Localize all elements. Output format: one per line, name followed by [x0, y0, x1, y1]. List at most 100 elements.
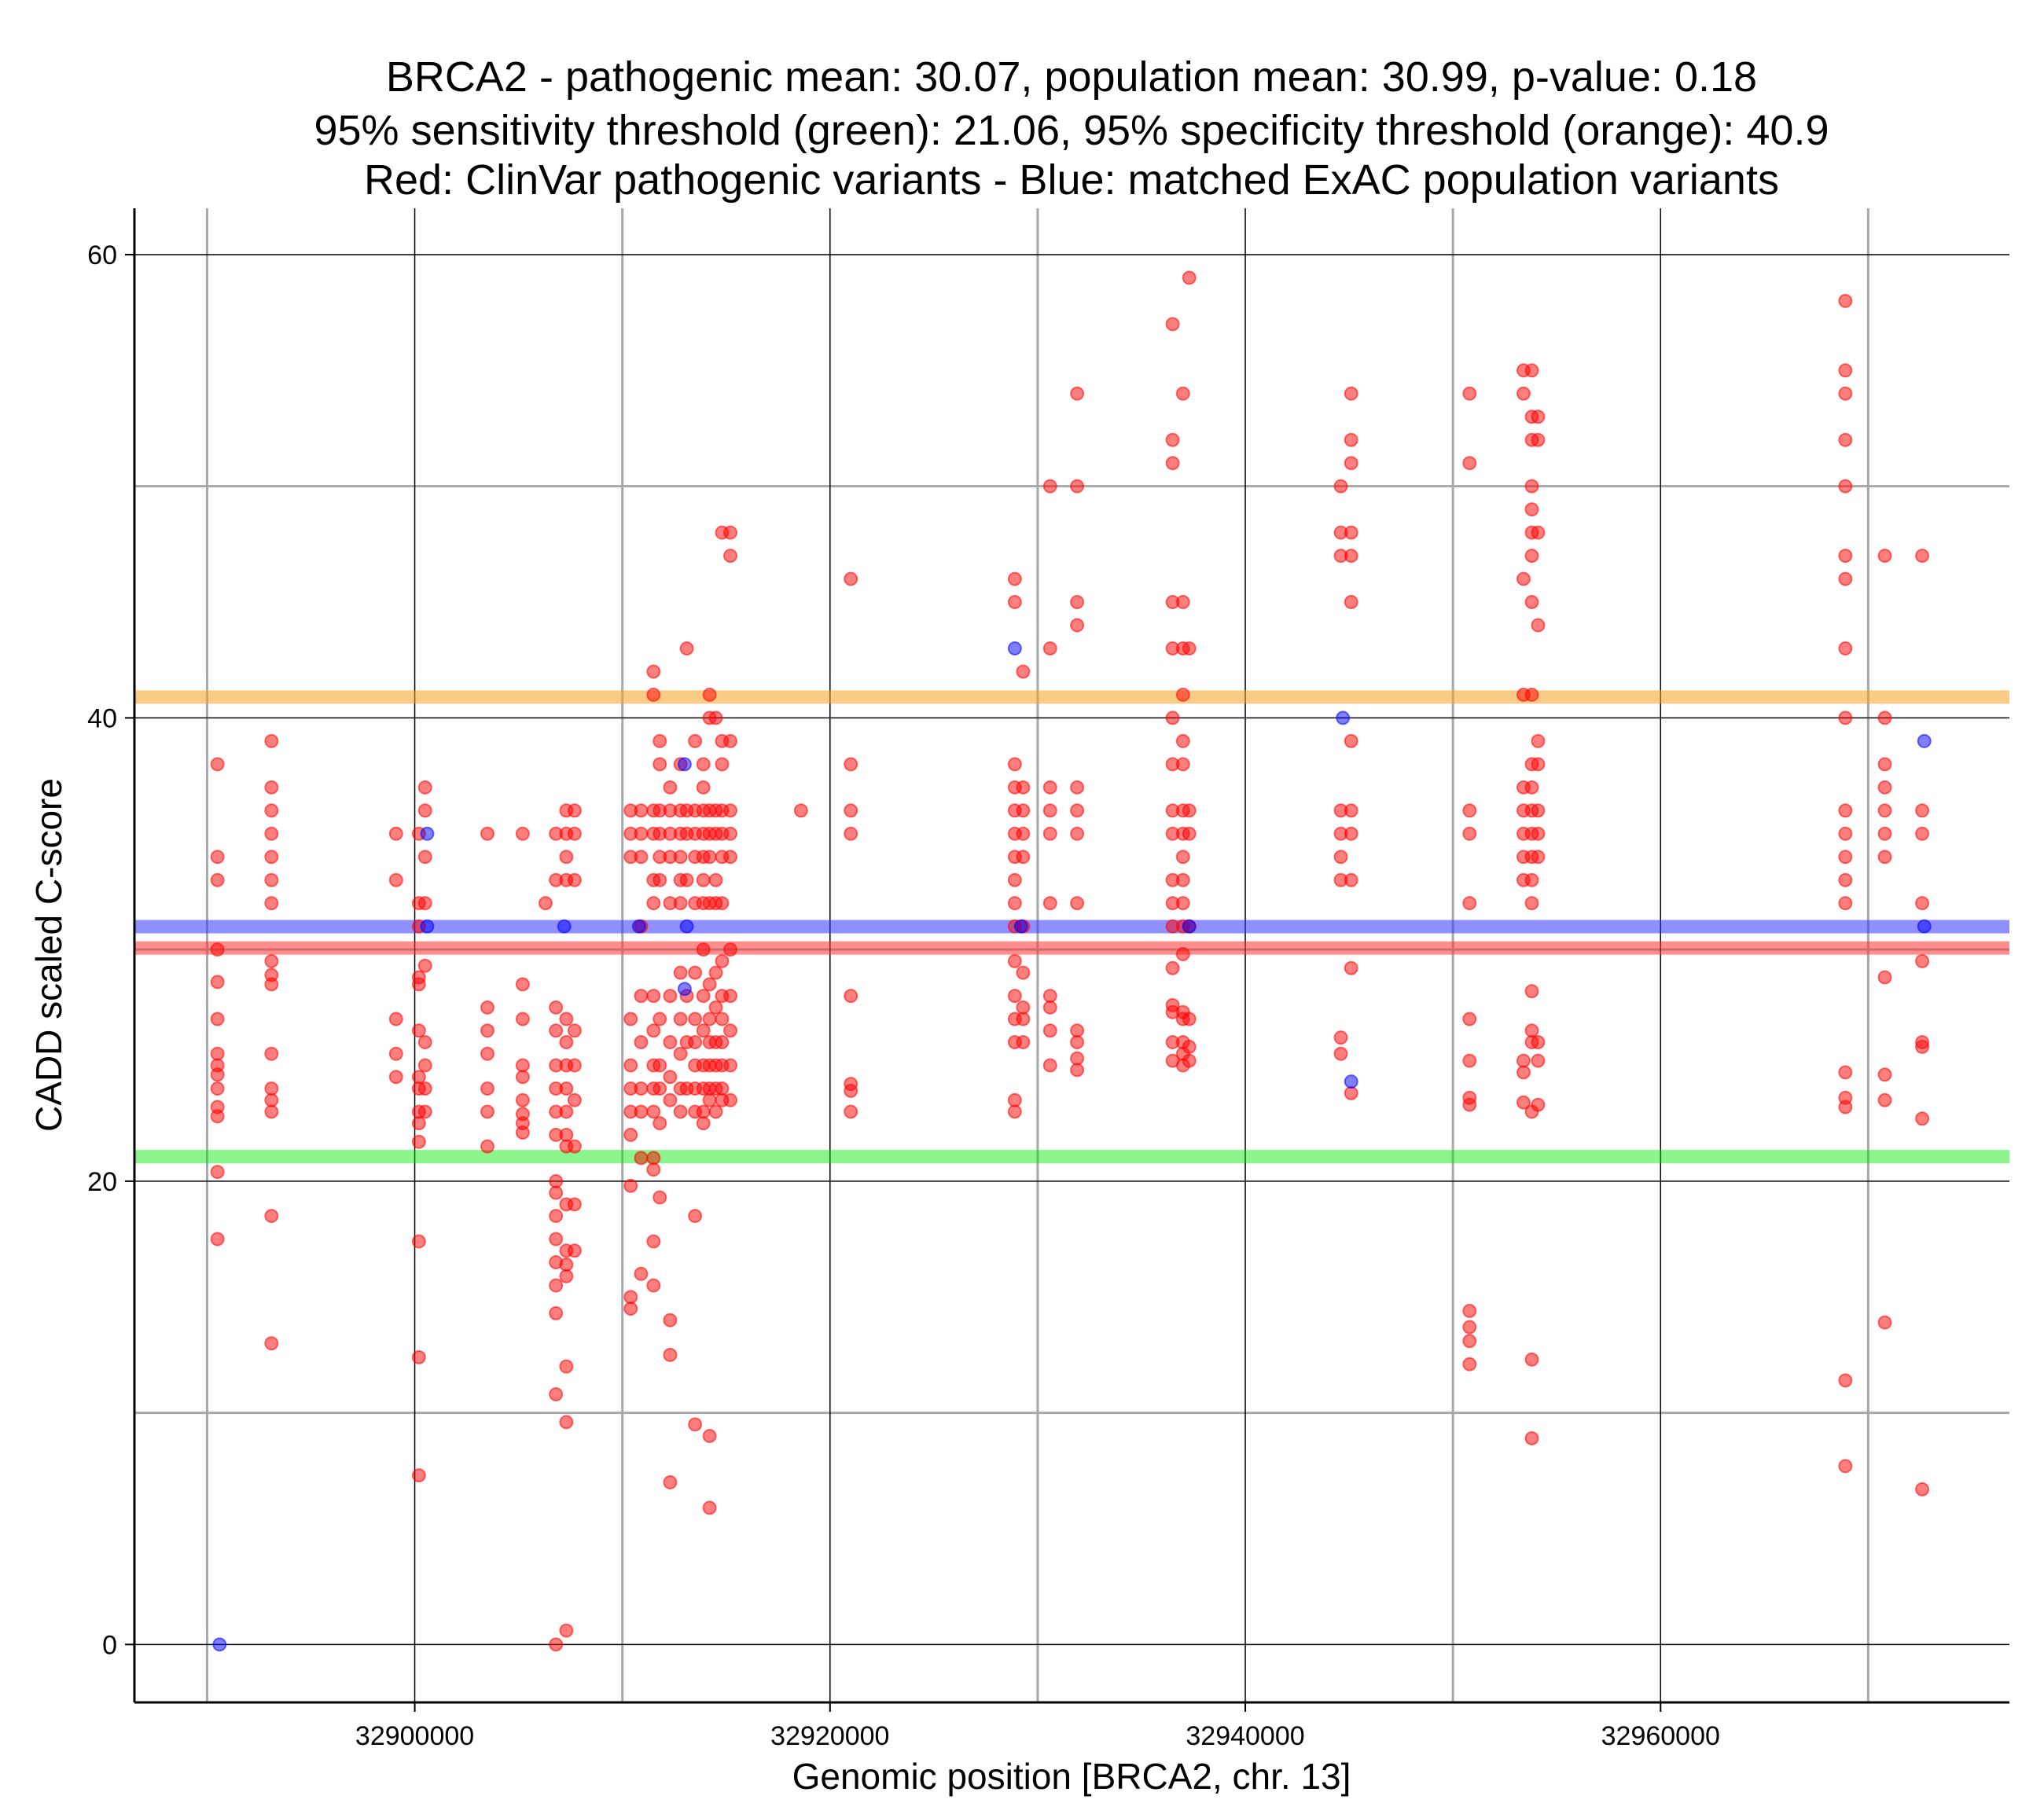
pathogenic-variant-point — [1016, 1000, 1031, 1015]
pathogenic-variant-point — [1070, 1063, 1085, 1078]
pathogenic-variant-point — [702, 1500, 717, 1515]
pathogenic-variant-point — [793, 803, 808, 818]
pathogenic-variant-point — [1915, 953, 1930, 968]
x-tick-label: 32940000 — [1186, 1721, 1304, 1751]
pathogenic-variant-point — [417, 958, 432, 973]
pathogenic-variant-point — [663, 1347, 678, 1362]
pathogenic-variant-point — [559, 1012, 574, 1026]
pathogenic-variant-point — [480, 1104, 495, 1119]
pathogenic-variant-point — [723, 850, 738, 865]
pathogenic-variant-point — [264, 826, 279, 841]
pathogenic-variant-point — [646, 1234, 661, 1249]
grid-lines — [134, 208, 2009, 1702]
pathogenic-variant-point — [411, 1468, 426, 1483]
pathogenic-variant-point — [723, 549, 738, 564]
pathogenic-variant-point — [715, 1035, 730, 1050]
pathogenic-variant-point — [653, 757, 667, 772]
axes — [133, 208, 2009, 1704]
pathogenic-variant-point — [480, 1046, 495, 1061]
x-axis-title: Genomic position [BRCA2, chr. 13] — [792, 1756, 1351, 1797]
pathogenic-variant-point — [1344, 872, 1358, 887]
pathogenic-variant-point — [1344, 1085, 1358, 1100]
pathogenic-variant-point — [696, 872, 711, 887]
pathogenic-variant-point — [1915, 1039, 1930, 1054]
pathogenic-variant-point — [417, 1035, 432, 1050]
pathogenic-variant-point — [1070, 896, 1085, 911]
pathogenic-variant-point — [1462, 1357, 1477, 1372]
pathogenic-variant-point — [696, 780, 711, 795]
pathogenic-variant-point — [1462, 1334, 1477, 1349]
pathogenic-variant-point — [1877, 780, 1892, 795]
pathogenic-variant-point — [1531, 1035, 1546, 1050]
pathogenic-variant-point — [388, 826, 403, 841]
y-axis-title: CADD scaled C-score — [28, 778, 69, 1132]
pathogenic-variant-point — [480, 1139, 495, 1154]
pathogenic-variant-point — [623, 1058, 638, 1073]
pathogenic-variant-point — [844, 1104, 858, 1119]
pathogenic-variant-point — [1165, 317, 1180, 332]
y-tick-label: 40 — [87, 703, 117, 733]
y-tick-label: 60 — [87, 241, 117, 270]
pathogenic-variant-point — [1016, 826, 1031, 841]
pathogenic-variant-point — [1531, 432, 1546, 447]
pathogenic-variant-point — [1070, 1035, 1085, 1050]
pathogenic-variant-point — [559, 1415, 574, 1430]
pathogenic-variant-point — [549, 1185, 564, 1200]
pathogenic-variant-point — [1877, 711, 1892, 725]
pathogenic-variant-point — [1838, 1459, 1853, 1474]
pathogenic-variant-point — [1333, 1046, 1348, 1061]
pathogenic-variant-point — [1016, 664, 1031, 679]
pathogenic-variant-point — [1877, 803, 1892, 818]
pathogenic-variant-point — [1462, 896, 1477, 911]
pathogenic-variant-point — [1524, 896, 1539, 911]
population-variant-point — [631, 919, 646, 934]
pathogenic-variant-point — [1462, 456, 1477, 471]
pathogenic-variant-point — [646, 1023, 661, 1038]
pathogenic-variant-point — [1175, 757, 1190, 772]
pathogenic-variant-point — [1165, 432, 1180, 447]
pathogenic-variant-point — [1016, 1035, 1031, 1050]
pathogenic-variant-point — [1007, 757, 1022, 772]
pathogenic-variant-point — [696, 757, 711, 772]
pathogenic-variant-point — [634, 1035, 649, 1050]
pathogenic-variant-point — [417, 896, 432, 911]
pathogenic-variant-point — [1042, 989, 1057, 1004]
pathogenic-variant-point — [549, 1637, 564, 1652]
pathogenic-variant-point — [623, 1301, 638, 1316]
pathogenic-variant-point — [1877, 1315, 1892, 1330]
pathogenic-variant-point — [515, 1058, 530, 1073]
pathogenic-variant-point — [549, 1387, 564, 1402]
pathogenic-variant-point — [1462, 1053, 1477, 1068]
population-variant-point — [1182, 919, 1197, 934]
pathogenic-variant-point — [663, 1313, 678, 1327]
pathogenic-variant-point — [1333, 1030, 1348, 1045]
pathogenic-variant-point — [1462, 386, 1477, 401]
pathogenic-variant-point — [264, 1081, 279, 1096]
pathogenic-variant-point — [1877, 826, 1892, 841]
pathogenic-variant-point — [634, 1151, 649, 1166]
pathogenic-variant-point — [1524, 502, 1539, 517]
pathogenic-variant-point — [411, 1349, 426, 1364]
pathogenic-variant-point — [210, 942, 225, 957]
pathogenic-variant-point — [663, 1092, 678, 1107]
pathogenic-variant-point — [417, 1058, 432, 1073]
pathogenic-variant-point — [1344, 803, 1358, 818]
pathogenic-variant-point — [844, 803, 858, 818]
pathogenic-variant-point — [653, 1058, 667, 1073]
pathogenic-variant-point — [1175, 386, 1190, 401]
pathogenic-variant-point — [688, 1209, 703, 1224]
pathogenic-variant-point — [1042, 1023, 1057, 1038]
pathogenic-variant-point — [1175, 595, 1190, 610]
pathogenic-variant-point — [1516, 386, 1531, 401]
pathogenic-variant-point — [1042, 1000, 1057, 1015]
pathogenic-variant-point — [696, 942, 711, 957]
pathogenic-variant-point — [1877, 549, 1892, 564]
pathogenic-variant-point — [1007, 989, 1022, 1004]
pathogenic-variant-point — [1042, 826, 1057, 841]
pathogenic-variant-point — [210, 1067, 225, 1082]
pathogenic-variant-point — [708, 1104, 723, 1119]
pathogenic-variant-point — [264, 780, 279, 795]
pathogenic-variant-point — [688, 965, 703, 980]
population-variant-point — [1013, 919, 1028, 934]
pathogenic-variant-point — [653, 1190, 667, 1205]
